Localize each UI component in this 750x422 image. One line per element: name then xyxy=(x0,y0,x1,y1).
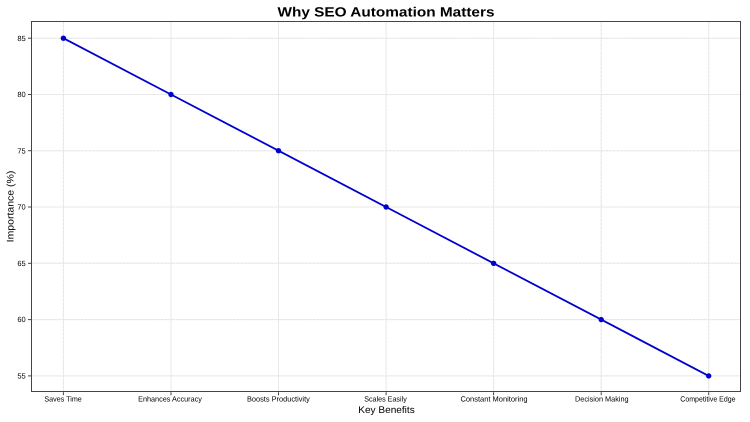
svg-text:Importance (%): Importance (%) xyxy=(6,171,17,243)
svg-text:60: 60 xyxy=(17,315,25,324)
svg-text:80: 80 xyxy=(17,90,25,99)
svg-text:Saves Time: Saves Time xyxy=(44,395,81,404)
svg-text:Constant Monitoring: Constant Monitoring xyxy=(460,395,527,404)
svg-text:65: 65 xyxy=(17,259,25,268)
svg-text:Key Benefits: Key Benefits xyxy=(358,405,415,416)
svg-text:Enhances Accuracy: Enhances Accuracy xyxy=(138,395,202,404)
svg-text:75: 75 xyxy=(17,146,25,155)
svg-text:85: 85 xyxy=(17,34,25,43)
svg-text:Competitive Edge: Competitive Edge xyxy=(680,395,735,404)
svg-text:Decision Making: Decision Making xyxy=(575,395,629,404)
svg-text:70: 70 xyxy=(17,203,25,212)
svg-text:Boosts Productivity: Boosts Productivity xyxy=(247,395,310,404)
svg-text:55: 55 xyxy=(17,372,25,381)
svg-text:Scales Easily: Scales Easily xyxy=(364,395,407,404)
svg-text:Why SEO Automation Matters: Why SEO Automation Matters xyxy=(278,4,495,19)
